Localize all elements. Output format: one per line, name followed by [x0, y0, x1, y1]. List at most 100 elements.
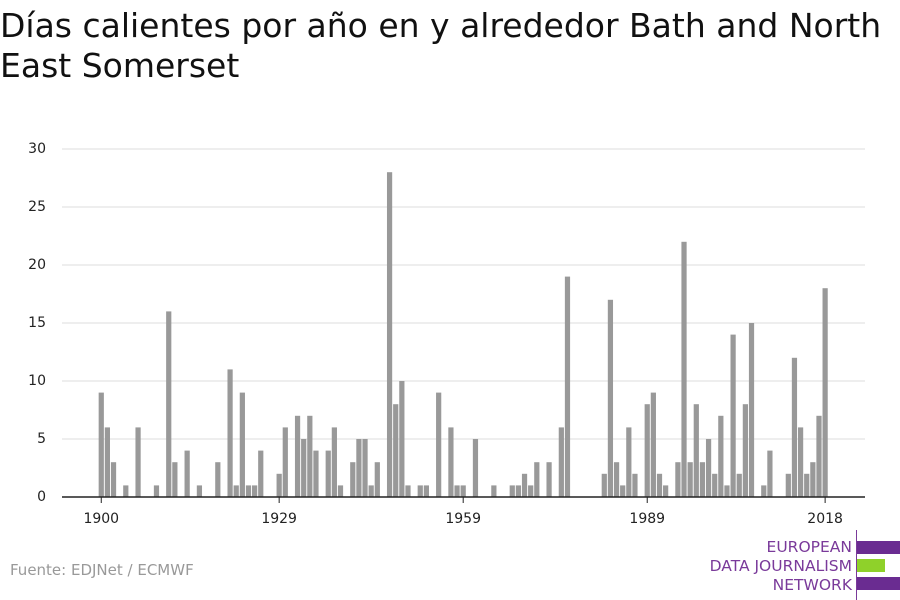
bar: [515, 485, 522, 497]
bar: [386, 172, 393, 497]
logo-bar: [857, 577, 900, 590]
bar: [822, 288, 828, 497]
bar: [104, 427, 111, 497]
bar: [656, 473, 663, 497]
bar: [564, 276, 571, 497]
bar: [417, 485, 423, 497]
bar: [215, 462, 221, 497]
bar: [294, 415, 301, 497]
bar: [626, 427, 632, 497]
bar: [693, 404, 699, 497]
bar: [393, 404, 399, 497]
bar: [730, 334, 736, 497]
logo-bar: [857, 559, 885, 572]
bar: [810, 462, 816, 497]
bar: [337, 485, 344, 497]
bar: [663, 485, 669, 497]
bar: [252, 485, 258, 497]
x-tick-label: 1900: [83, 511, 119, 527]
logo-bar: [857, 541, 900, 554]
bar: [681, 241, 687, 497]
bar: [423, 485, 429, 497]
x-tick-label: 1989: [629, 511, 665, 527]
bar: [282, 427, 288, 497]
bar: [632, 473, 638, 497]
bar: [785, 473, 791, 497]
bar: [362, 439, 368, 497]
bar: [331, 427, 337, 497]
bar: [350, 462, 356, 497]
bar: [405, 485, 411, 497]
bar: [356, 439, 362, 497]
x-tick-label: 1929: [261, 511, 297, 527]
bar: [767, 450, 773, 497]
bar: [816, 415, 822, 497]
logo: EUROPEAN DATA JOURNALISM NETWORK: [690, 538, 852, 595]
bar: [448, 427, 454, 497]
bar: [368, 485, 374, 497]
chart-title: Días calientes por año en y alrededor Ba…: [0, 6, 882, 85]
bar: [460, 485, 466, 497]
bar: [245, 485, 252, 497]
bar: [724, 485, 730, 497]
bar: [436, 392, 442, 497]
bar: [491, 485, 497, 497]
bar: [804, 473, 810, 497]
bar: [748, 323, 755, 497]
bar: [761, 485, 767, 497]
bar: [135, 427, 141, 497]
bar: [797, 427, 804, 497]
source: Fuente: EDJNet / ECMWF: [10, 561, 194, 579]
bar: [110, 462, 117, 497]
bar: [123, 485, 129, 497]
bar: [374, 462, 380, 497]
bar: [509, 485, 515, 497]
bar: [644, 404, 650, 497]
y-tick-label: 30: [28, 141, 46, 157]
bar: [227, 369, 233, 497]
bar: [650, 392, 656, 497]
bar: [472, 439, 479, 497]
logo-line: EUROPEAN: [766, 538, 852, 556]
y-tick-label: 5: [37, 431, 46, 447]
y-tick-label: 15: [28, 315, 46, 331]
bar: [607, 299, 614, 497]
bar: [166, 311, 172, 497]
bar: [172, 462, 178, 497]
logo-divider: [856, 530, 857, 600]
bar: [153, 485, 160, 497]
bar: [276, 473, 282, 497]
y-tick-label: 20: [28, 257, 46, 273]
bar: [712, 473, 718, 497]
bar: [675, 462, 681, 497]
bar: [613, 462, 620, 497]
bar: [184, 450, 190, 497]
y-tick-label: 25: [28, 199, 46, 215]
bar: [699, 462, 706, 497]
bar: [307, 415, 313, 497]
x-tick-label: 2018: [807, 511, 843, 527]
y-tick-label: 10: [28, 373, 46, 389]
bar: [399, 381, 405, 497]
bar: [98, 392, 104, 497]
bar: [325, 450, 331, 497]
bar: [301, 439, 307, 497]
bar: [239, 392, 245, 497]
bar: [454, 485, 460, 497]
y-tick-label: 0: [37, 489, 46, 505]
x-tick-label: 1959: [445, 511, 481, 527]
bar: [718, 415, 724, 497]
bar: [546, 462, 552, 497]
bar: [742, 404, 748, 497]
bar: [601, 473, 607, 497]
bar: [558, 427, 564, 497]
bar: [258, 450, 264, 497]
bar: [528, 485, 534, 497]
bar: [233, 485, 239, 497]
bar: [791, 357, 798, 497]
bar: [705, 439, 712, 497]
logo-line: DATA JOURNALISM: [709, 557, 852, 575]
bar: [736, 473, 742, 497]
